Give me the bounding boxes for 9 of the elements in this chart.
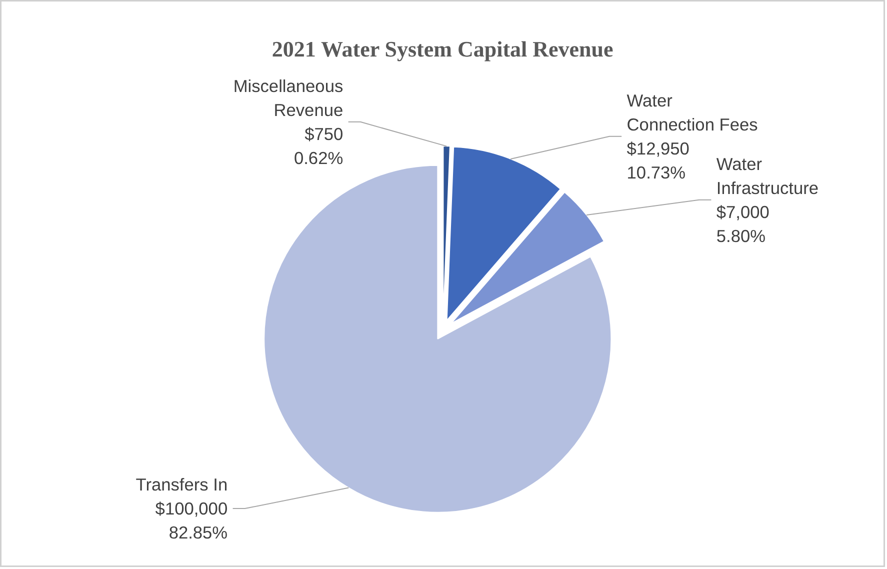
slice-label: Transfers In [136, 474, 228, 495]
data-label: $7,000 5.80% [716, 202, 770, 246]
chart-title: 2021 Water System Capital Revenue [272, 36, 614, 62]
slice-label: Water Infrastructure [716, 154, 818, 198]
slice-label: Miscellaneous Revenue [233, 76, 344, 120]
slice-label: Water Connection Fees [626, 90, 758, 134]
data-label: $100,000 82.85% [155, 498, 228, 543]
data-label: $750 0.62% [294, 124, 344, 168]
data-label: $12,950 10.73% [626, 138, 690, 182]
